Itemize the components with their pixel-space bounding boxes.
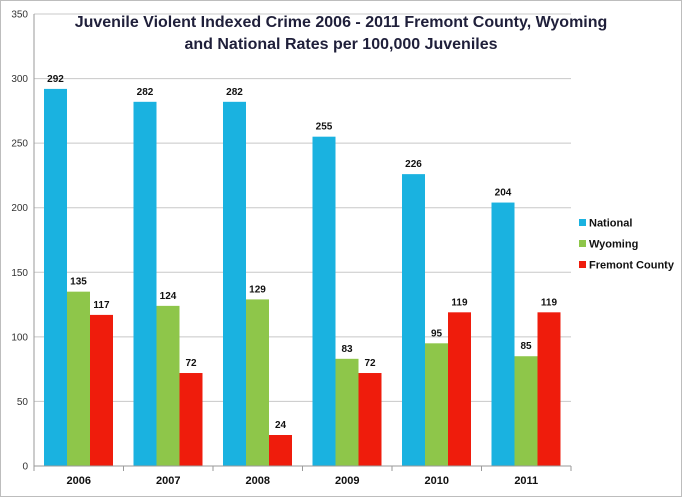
bar-national-2010: [402, 174, 425, 466]
data-label: 255: [316, 122, 333, 133]
legend: National Wyoming Fremont County: [579, 218, 675, 272]
data-label: 292: [47, 74, 64, 85]
chart-title-line-1: Juvenile Violent Indexed Crime 2006 - 20…: [75, 14, 608, 31]
data-label: 83: [341, 344, 353, 355]
x-tick-label: 2009: [335, 475, 359, 487]
y-tick-label: 300: [11, 74, 28, 85]
y-tick-label: 150: [11, 268, 28, 279]
y-tick-label: 100: [11, 332, 28, 343]
legend-label: Fremont County: [589, 260, 675, 272]
data-label: 119: [451, 297, 468, 308]
bar-wyoming-2006: [67, 291, 90, 466]
data-label: 124: [160, 291, 177, 302]
y-tick-label: 50: [17, 397, 29, 408]
data-labels: 292 282 282 255 226 204 135 124 129 83 95 85 117 72 24…: [47, 74, 557, 431]
bars: [44, 88, 561, 467]
y-tick-label: 250: [11, 139, 28, 150]
y-tick-label: 0: [22, 462, 28, 473]
bar-wyoming-2011: [514, 356, 538, 466]
y-tick-label: 350: [11, 10, 28, 21]
bar-wyoming-2008: [246, 299, 269, 466]
x-tick-label: 2008: [246, 475, 270, 487]
data-label: 95: [431, 328, 443, 339]
gridlines: [33, 13, 571, 467]
x-tick-label: 2011: [514, 475, 538, 487]
bar-wyoming-2010: [425, 343, 448, 466]
bar-national-2009: [312, 136, 336, 466]
data-label: 24: [275, 420, 287, 431]
legend-swatch: [579, 240, 586, 247]
legend-swatch: [579, 261, 586, 268]
data-label: 72: [185, 358, 197, 369]
bar-fremont-county-2006: [90, 314, 113, 466]
bar-wyoming-2007: [156, 305, 180, 466]
x-axis-ticks: 2006 2007 2008 2009 2010 2011: [33, 465, 572, 487]
bar-wyoming-2009: [335, 358, 359, 466]
data-label: 282: [226, 87, 243, 98]
bar-fremont-county-2007: [179, 373, 203, 466]
x-tick-label: 2006: [67, 475, 91, 487]
x-tick-label: 2010: [425, 475, 449, 487]
legend-swatch: [579, 219, 586, 226]
data-label: 282: [137, 87, 154, 98]
data-label: 226: [405, 159, 422, 170]
bar-national-2008: [223, 101, 246, 467]
bar-national-2011: [491, 202, 515, 466]
x-tick-label: 2007: [156, 475, 180, 487]
data-label: 117: [93, 300, 110, 311]
data-label: 72: [364, 358, 376, 369]
data-label: 204: [495, 188, 512, 199]
data-label: 85: [520, 341, 532, 352]
bar-fremont-county-2009: [358, 373, 382, 466]
bar-fremont-county-2011: [537, 312, 561, 466]
data-label: 135: [70, 277, 87, 288]
data-label: 119: [541, 297, 558, 308]
y-tick-label: 200: [11, 203, 28, 214]
data-label: 129: [249, 284, 266, 295]
bar-fremont-county-2010: [448, 312, 471, 466]
y-axis-ticks: 0 50 100 150 200 250 300 350: [11, 10, 28, 473]
bar-national-2007: [133, 101, 157, 467]
legend-label: Wyoming: [589, 239, 638, 251]
bar-fremont-county-2008: [269, 435, 292, 466]
bar-national-2006: [44, 88, 67, 466]
legend-label: National: [589, 218, 632, 230]
chart-title-line-2: and National Rates per 100,000 Juveniles: [184, 36, 497, 53]
